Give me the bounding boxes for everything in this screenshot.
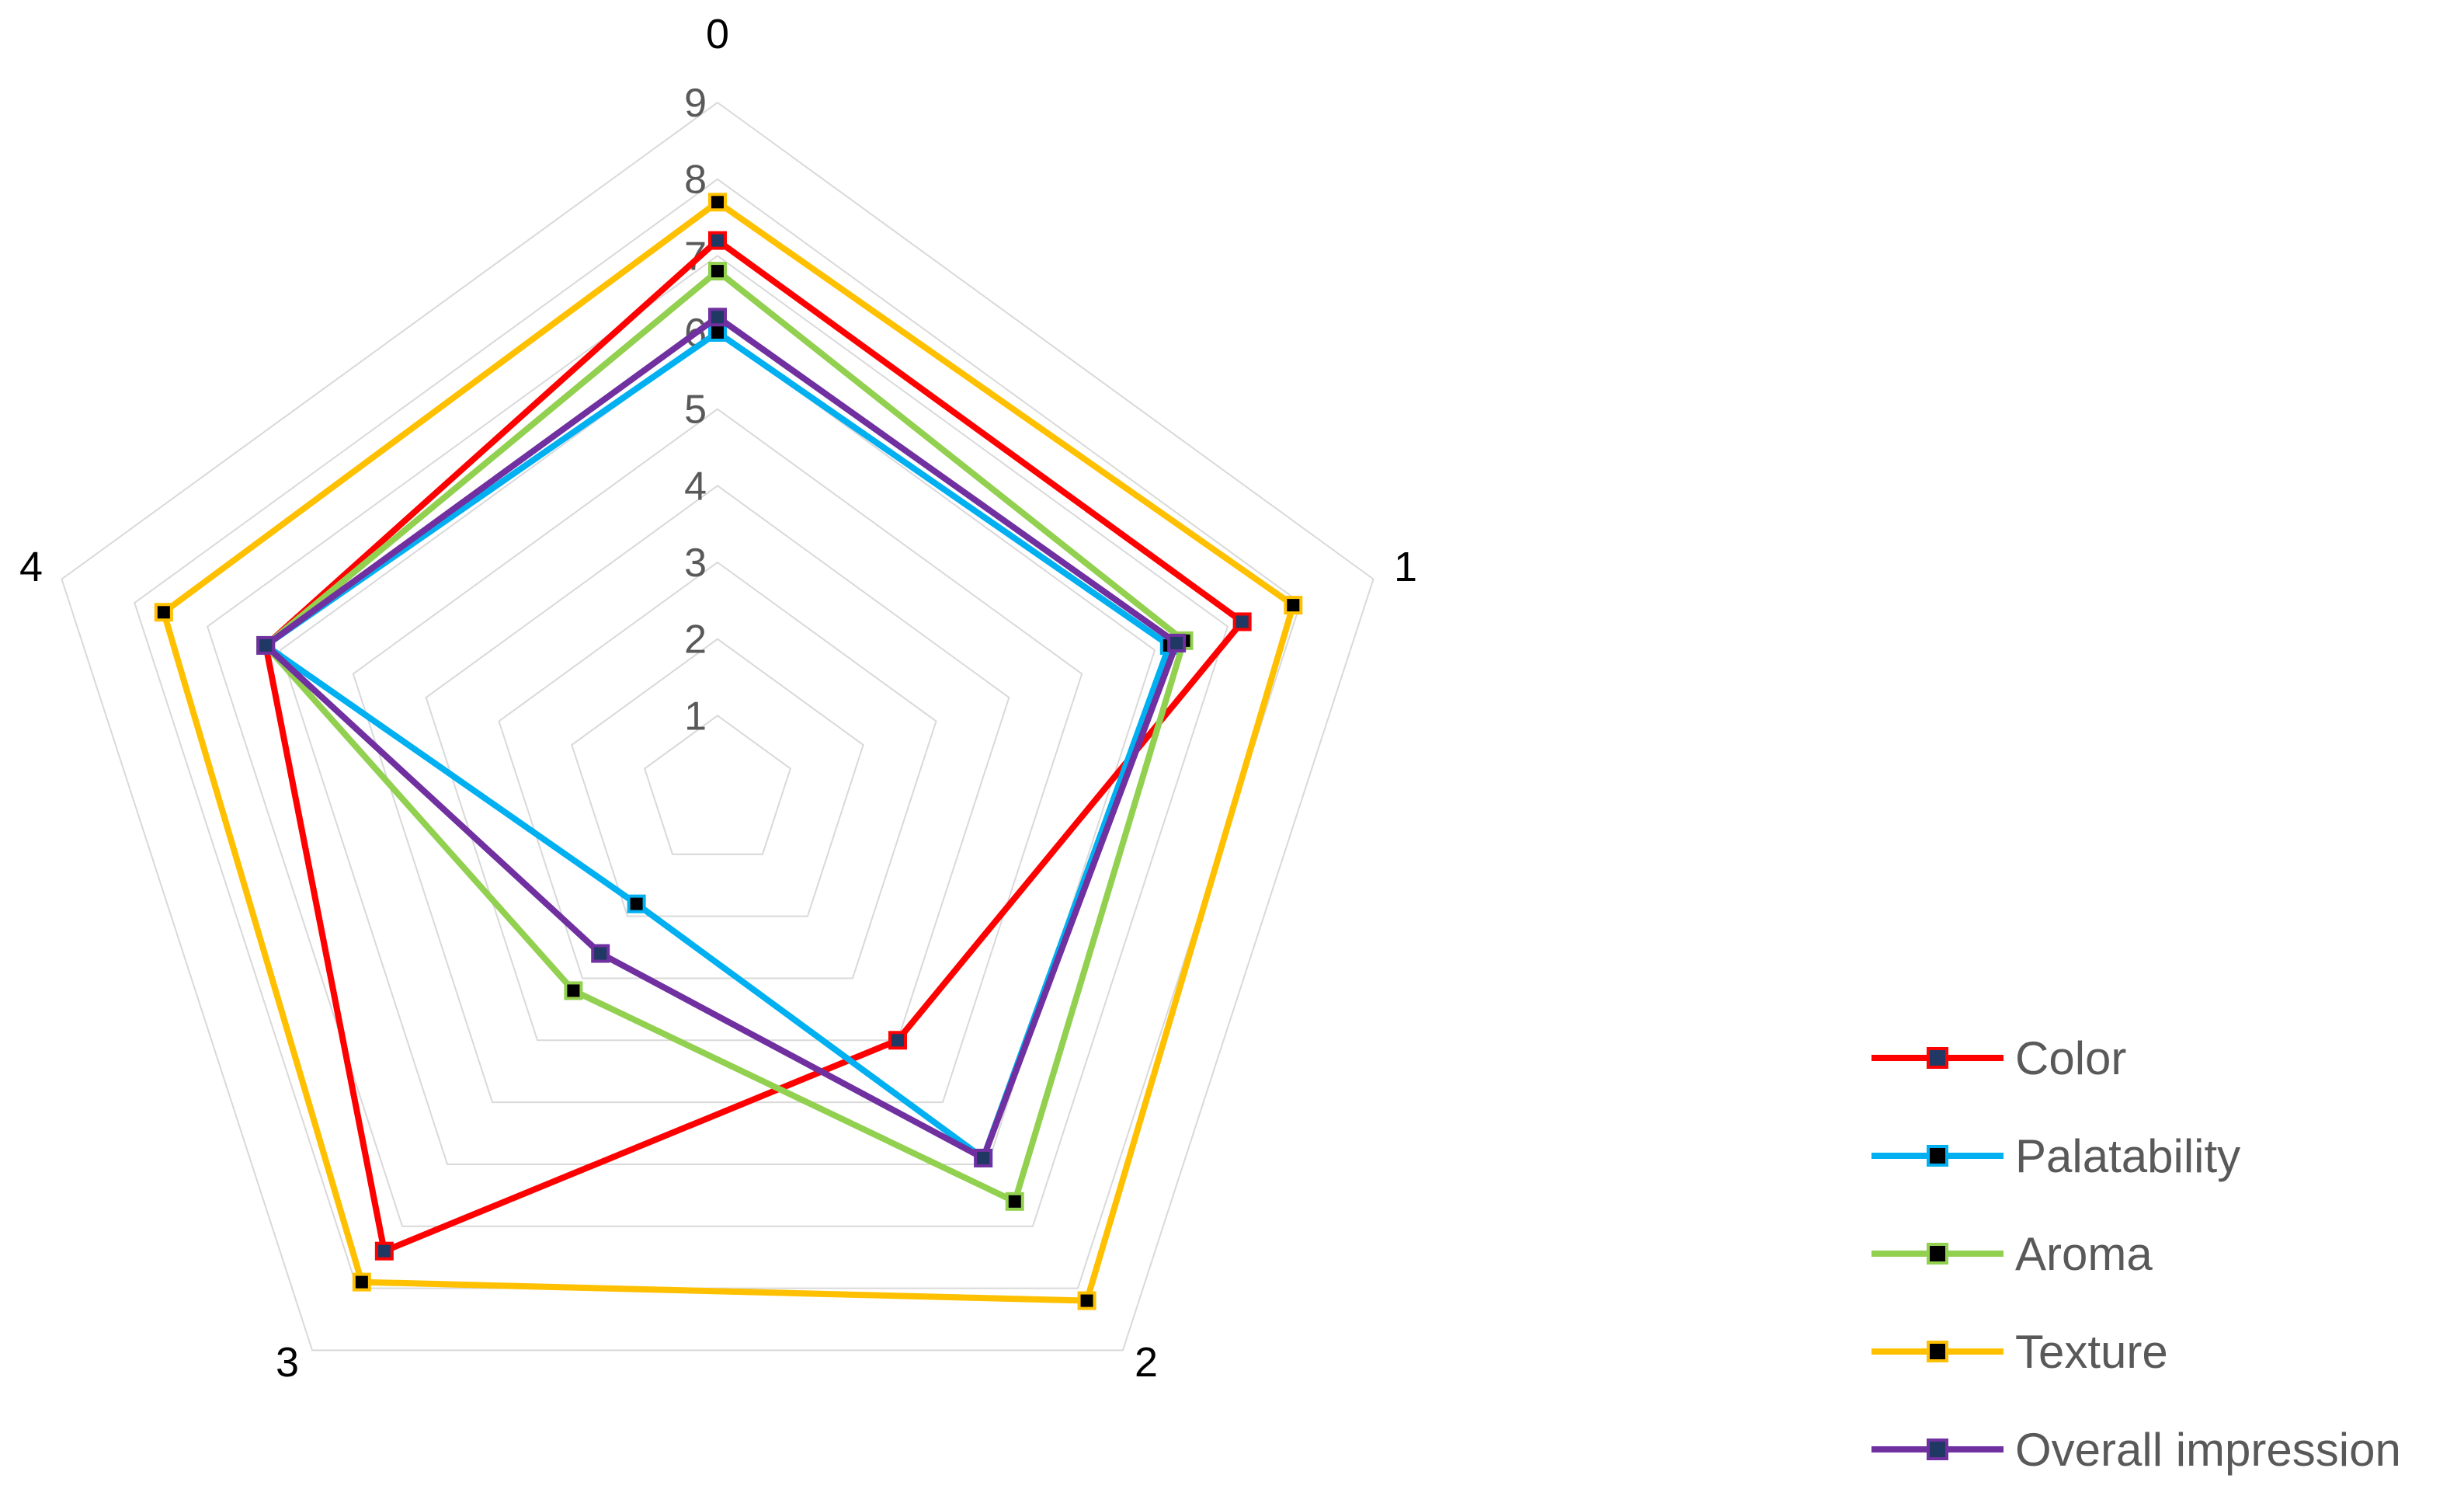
tick-label: 1	[684, 694, 707, 739]
data-point	[352, 1272, 371, 1292]
data-point	[154, 603, 173, 622]
grid-ring-3	[498, 561, 937, 979]
data-point	[374, 1241, 394, 1261]
legend-marker	[1927, 1341, 1948, 1362]
legend-label: Color	[2015, 1032, 2126, 1084]
series-line	[262, 268, 1187, 1205]
grid-ring-1	[643, 715, 792, 855]
legend-label: Overall impression	[2015, 1424, 2401, 1476]
data-point	[256, 635, 276, 655]
legend-marker	[1927, 1047, 1948, 1069]
legend-item: Aroma	[1871, 1228, 2153, 1280]
data-point	[708, 262, 727, 281]
data-point	[974, 1148, 993, 1167]
category-label: 1	[1394, 544, 1417, 590]
radar-grid	[61, 101, 1374, 1352]
category-label: 3	[276, 1339, 299, 1386]
data-point	[627, 894, 646, 913]
data-point	[1167, 633, 1187, 652]
data-point	[708, 308, 727, 327]
grid-ring-4	[425, 485, 1010, 1042]
data-point	[1005, 1192, 1024, 1211]
series-line	[262, 237, 1246, 1254]
legend-item: Overall impression	[1871, 1424, 2401, 1476]
data-point	[708, 193, 727, 212]
tick-label: 3	[684, 541, 707, 586]
tick-label: 9	[684, 81, 707, 126]
legend-label: Texture	[2015, 1326, 2168, 1378]
legend-marker	[1927, 1439, 1948, 1460]
category-label: 4	[19, 544, 43, 590]
category-label: 2	[1135, 1339, 1158, 1386]
tick-label: 2	[684, 618, 707, 663]
legend: Color Palatability Aroma Texture Overall imp…	[1871, 1032, 2401, 1476]
legend-item: Color	[1871, 1032, 2126, 1084]
series-line	[262, 329, 1173, 1161]
series-layer	[154, 193, 1303, 1310]
grid-ring-5	[352, 408, 1083, 1104]
data-point	[1077, 1291, 1096, 1310]
data-point	[564, 981, 583, 1000]
series-3	[154, 193, 1303, 1310]
data-point	[1284, 596, 1303, 615]
legend-label: Aroma	[2015, 1228, 2153, 1280]
grid-ring-6	[279, 331, 1156, 1165]
legend-item: Texture	[1871, 1326, 2168, 1378]
legend-marker	[1927, 1145, 1948, 1167]
grid-ring-8	[134, 178, 1302, 1289]
tick-label: 8	[684, 158, 707, 203]
grid-ring-2	[571, 638, 864, 917]
data-point	[708, 323, 727, 342]
legend-label: Palatability	[2015, 1130, 2240, 1182]
tick-label: 5	[684, 388, 707, 433]
legend-marker	[1927, 1243, 1948, 1265]
data-point	[888, 1031, 907, 1050]
series-4	[256, 308, 1187, 1167]
grid-ring-7	[206, 255, 1229, 1227]
series-line	[262, 314, 1180, 1161]
series-line	[160, 199, 1297, 1304]
category-labels: 0 1 2 3 4	[19, 11, 1417, 1386]
data-point	[708, 231, 727, 250]
grid-ring-9	[61, 101, 1374, 1352]
data-point	[591, 944, 610, 963]
category-label: 0	[706, 11, 729, 57]
legend-item: Palatability	[1871, 1130, 2240, 1182]
tick-label: 4	[684, 464, 707, 509]
data-point	[1232, 612, 1252, 631]
